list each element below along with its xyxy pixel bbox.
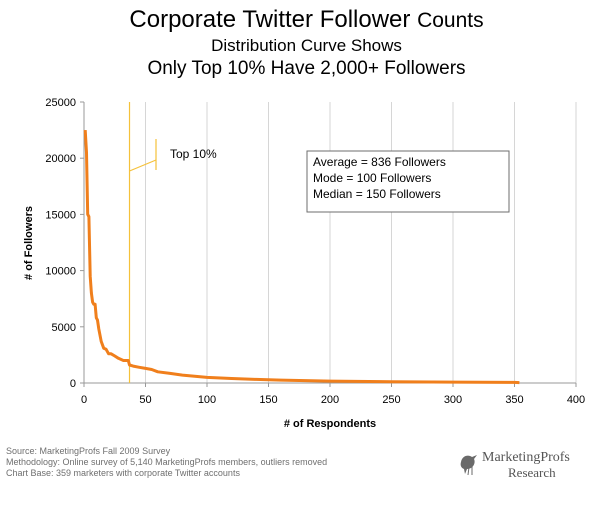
stats-box-frame <box>306 150 510 213</box>
y-tick-label: 10000 <box>45 266 76 278</box>
x-tick-label: 250 <box>382 394 400 406</box>
chart-title-tail: Counts <box>417 9 484 32</box>
y-axis-label: # of Followers <box>23 206 35 280</box>
stats-average: Average = 836 Followers <box>313 155 446 169</box>
x-tick-label: 350 <box>505 394 523 406</box>
marketingprofs-logo: MarketingProfs Research <box>458 448 598 482</box>
top-10-marker <box>128 102 157 383</box>
x-tick-label: 150 <box>259 394 277 406</box>
chart-title: Corporate Twitter Follower Counts <box>0 6 613 35</box>
logo-name: MarketingProfs <box>482 450 570 465</box>
footer-source: Source: MarketingProfs Fall 2009 Survey <box>6 446 171 456</box>
y-tick-label: 0 <box>70 378 76 390</box>
logo-sub: Research <box>508 465 556 480</box>
stats-mode: Mode = 100 Followers <box>313 171 431 185</box>
chart-subtitle-2: Only Top 10% Have 2,000+ Followers <box>147 58 466 79</box>
x-axis-label: # of Respondents <box>284 418 376 430</box>
y-tick-label: 20000 <box>45 153 76 165</box>
x-tick-label: 200 <box>321 394 339 406</box>
footer-methodology: Methodology: Online survey of 5,140 Mark… <box>6 457 328 467</box>
x-tick-label: 300 <box>444 394 462 406</box>
chart-subtitle-1: Distribution Curve Shows <box>211 36 402 55</box>
x-tick-label: 0 <box>81 394 87 406</box>
y-tick-label: 25000 <box>45 97 76 109</box>
series-line-followers <box>83 130 520 385</box>
y-tick-label: 5000 <box>52 322 76 334</box>
x-tick-label: 400 <box>567 394 585 406</box>
stats-box: Average = 836 Followers Mode = 100 Follo… <box>306 150 510 213</box>
grid-lines <box>145 102 577 383</box>
top-10-callout-line <box>129 159 157 172</box>
x-tick-label: 50 <box>139 394 151 406</box>
bird-icon <box>460 455 477 476</box>
axes <box>80 101 577 387</box>
y-tick-labels: 0 5000 10000 15000 20000 25000 <box>45 97 76 390</box>
x-tick-labels: 0 50 100 150 200 250 300 350 400 <box>81 394 585 406</box>
chart-title-main: Corporate Twitter Follower <box>129 6 411 33</box>
x-tick-label: 100 <box>198 394 216 406</box>
footer-base: Chart Base: 359 marketers with corporate… <box>6 468 240 478</box>
chart-title-block: Corporate Twitter Follower Counts Distri… <box>0 6 613 81</box>
top-10-label: Top 10% <box>170 147 217 161</box>
y-tick-label: 15000 <box>45 209 76 221</box>
stats-median: Median = 150 Followers <box>313 187 441 201</box>
footer-notes: Source: MarketingProfs Fall 2009 Survey … <box>6 446 327 479</box>
